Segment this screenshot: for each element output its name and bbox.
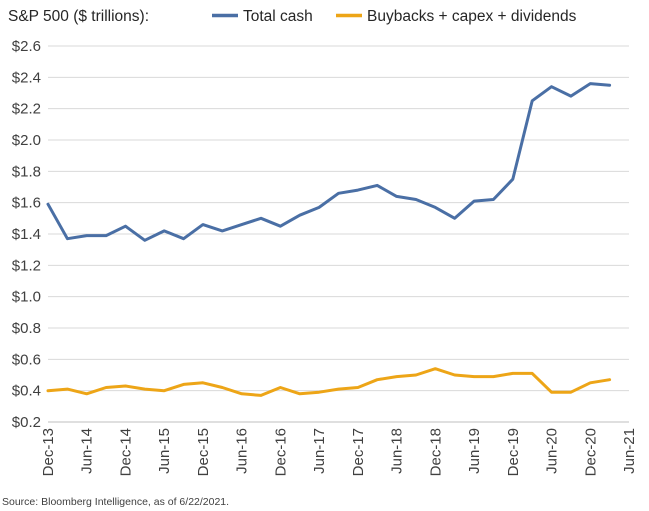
x-tick-label: Jun-20 (544, 428, 561, 474)
y-tick-label: $1.0 (12, 289, 41, 306)
y-tick-label: $0.6 (12, 351, 41, 368)
x-tick-label: Jun-14 (79, 428, 96, 474)
x-tick-label: Dec-18 (427, 428, 444, 476)
y-tick-label: $2.6 (12, 38, 41, 55)
legend-label-buybacks: Buybacks + capex + dividends (367, 8, 577, 25)
y-tick-label: $1.4 (12, 226, 41, 243)
x-tick-label: Dec-14 (117, 428, 134, 476)
x-tick-label: Jun-15 (156, 428, 173, 474)
gridlines (48, 45, 629, 392)
x-tick-label: Jun-21 (621, 428, 638, 474)
x-tick-label: Jun-16 (234, 428, 251, 474)
x-tick-label: Dec-17 (350, 428, 367, 476)
y-tick-label: $0.8 (12, 320, 41, 337)
chart-title: S&P 500 ($ trillions): (8, 8, 149, 25)
x-tick-label: Jun-19 (466, 428, 483, 474)
y-tick-label: $1.2 (12, 257, 41, 274)
y-axis-tick-labels: $0.2 $0.4 $0.6 $0.8 $1.0 $1.2 $1.4 $1.6 $1.8 $2.0… (12, 38, 41, 431)
x-tick-label: Jun-18 (389, 428, 406, 474)
x-tick-label: Dec-15 (195, 428, 212, 476)
series-line-buybacks-capex-dividends (46, 367, 612, 397)
legend: S&P 500 ($ trillions): Total cash Buybac… (8, 8, 577, 25)
y-tick-label: $0.2 (12, 414, 41, 431)
legend-label-total-cash: Total cash (243, 8, 313, 25)
y-tick-label: $2.2 (12, 101, 41, 118)
source-note: Source: Bloomberg Intelligence, as of 6/… (2, 496, 229, 508)
x-tick-label: Dec-19 (505, 428, 522, 476)
y-tick-label: $2.4 (12, 69, 41, 86)
x-tick-label: Dec-20 (582, 428, 599, 476)
series-lines (46, 82, 612, 397)
x-tick-label: Dec-16 (272, 428, 289, 476)
y-tick-label: $1.6 (12, 195, 41, 212)
y-tick-label: $0.4 (12, 383, 41, 400)
x-tick-label: Dec-13 (40, 428, 57, 476)
series-line-total-cash (46, 82, 612, 242)
y-tick-label: $1.8 (12, 163, 41, 180)
y-tick-label: $2.0 (12, 132, 41, 149)
x-tick-label: Jun-17 (311, 428, 328, 474)
x-axis-tick-labels: Dec-13 Jun-14 Dec-14 Jun-15 Dec-15 Jun-16 Dec-… (40, 428, 638, 476)
